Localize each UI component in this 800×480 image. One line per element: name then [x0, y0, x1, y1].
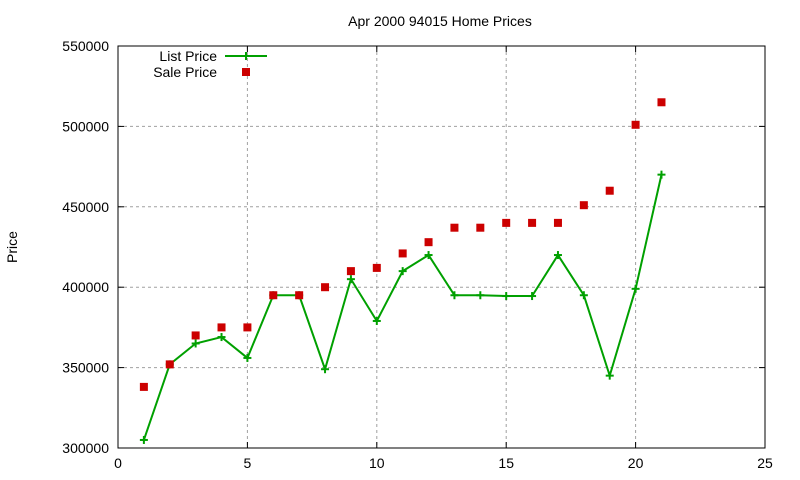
legend-label: Sale Price	[153, 64, 217, 80]
series-sale-price	[139, 98, 666, 391]
y-tick-label: 300000	[62, 440, 109, 456]
y-axis-label: Price	[4, 231, 20, 263]
x-tick-label: 20	[628, 455, 644, 471]
data-series	[139, 98, 666, 444]
series-list-price	[139, 170, 666, 444]
plot-frame	[117, 45, 766, 449]
x-tick-label: 25	[757, 455, 773, 471]
grid-lines	[118, 46, 765, 448]
y-tick-label: 400000	[62, 279, 109, 295]
legend-label: List Price	[159, 48, 217, 64]
chart-title: Apr 2000 94015 Home Prices	[348, 13, 532, 29]
y-tick-label: 550000	[62, 38, 109, 54]
y-tick-label: 450000	[62, 199, 109, 215]
tick-labels: 0 5 10 15 20 25 300000 350000 400000 450000 500000…	[62, 38, 773, 471]
x-tick-label: 0	[114, 455, 122, 471]
x-tick-label: 15	[498, 455, 514, 471]
x-tick-label: 5	[244, 455, 252, 471]
axes	[117, 45, 766, 449]
x-tick-label: 10	[369, 455, 385, 471]
y-tick-label: 350000	[62, 360, 109, 376]
y-tick-label: 500000	[62, 118, 109, 134]
